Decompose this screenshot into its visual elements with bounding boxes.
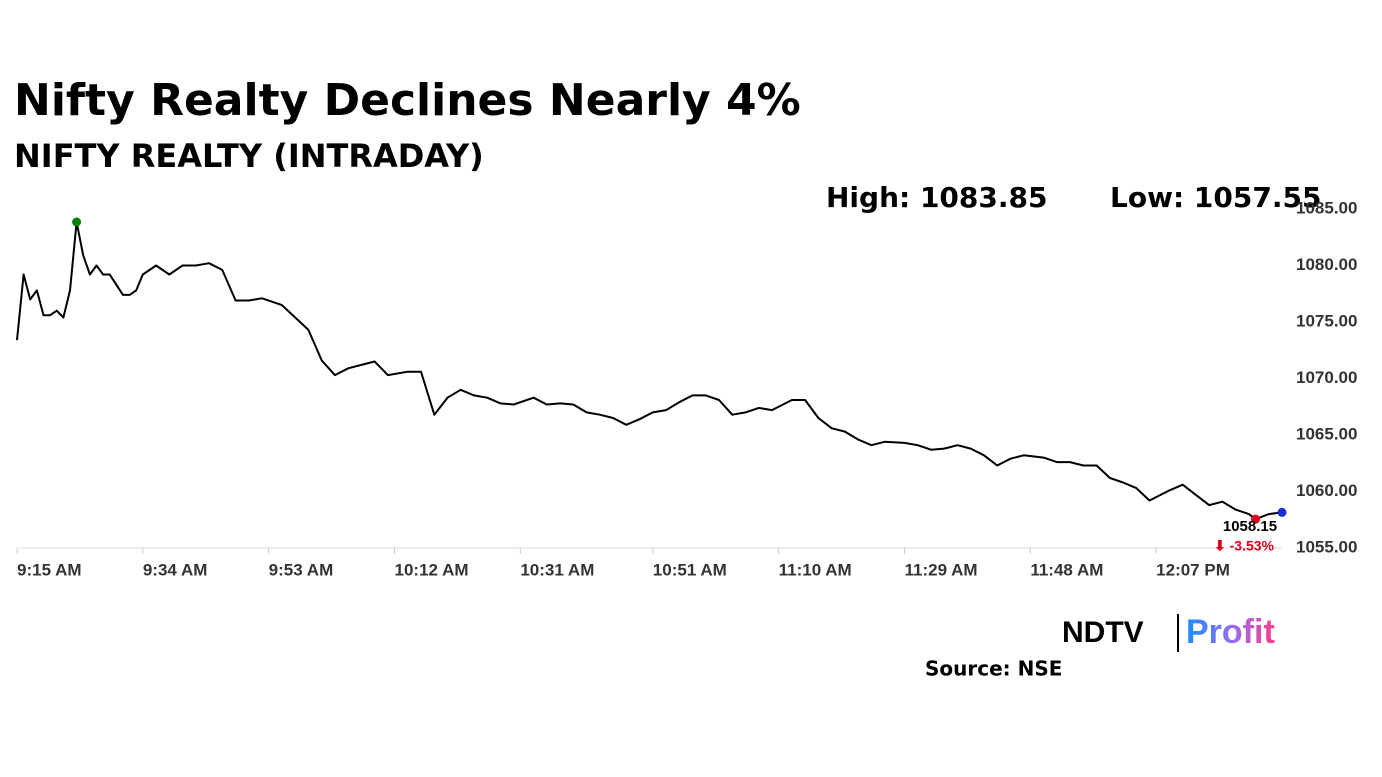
- price-line: [16, 221, 1283, 521]
- y-tick-label: 1080.00: [1296, 255, 1357, 274]
- y-tick-label: 1085.00: [1296, 198, 1357, 217]
- low-label: Low: 1057.55: [1110, 181, 1321, 214]
- chart-subtitle: NIFTY REALTY (INTRADAY): [14, 137, 484, 175]
- y-tick-label: 1070.00: [1296, 368, 1357, 387]
- x-tick-label: 11:29 AM: [904, 560, 977, 579]
- change-label: ⬇ -3.53%: [1214, 538, 1275, 554]
- logo-profit: Profit: [1186, 613, 1275, 651]
- source: Source: NSE: [925, 657, 1062, 681]
- low-marker: [1251, 514, 1261, 524]
- chart-title: Nifty Realty Declines Nearly 4%: [14, 75, 801, 126]
- y-tick-label: 1060.00: [1296, 481, 1357, 500]
- x-tick-label: 9:15 AM: [17, 560, 82, 579]
- x-tick-label: 10:12 AM: [395, 560, 469, 579]
- y-tick-label: 1065.00: [1296, 424, 1357, 443]
- last-marker: [1277, 507, 1287, 517]
- x-tick-label: 9:53 AM: [269, 560, 334, 579]
- last-value-label: 1058.15: [1223, 518, 1277, 535]
- x-tick-label: 11:10 AM: [779, 560, 852, 579]
- logo-ndtv: NDTV: [1062, 616, 1144, 649]
- x-tick-label: 10:51 AM: [653, 560, 727, 579]
- x-tick-label: 11:48 AM: [1030, 560, 1103, 579]
- x-tick-label: 10:31 AM: [520, 560, 594, 579]
- high-label: High: 1083.85: [826, 181, 1047, 214]
- high-marker: [72, 217, 82, 227]
- y-tick-label: 1055.00: [1296, 537, 1357, 556]
- y-tick-label: 1075.00: [1296, 311, 1357, 330]
- x-tick-label: 12:07 PM: [1156, 560, 1230, 579]
- x-tick-label: 9:34 AM: [143, 560, 208, 579]
